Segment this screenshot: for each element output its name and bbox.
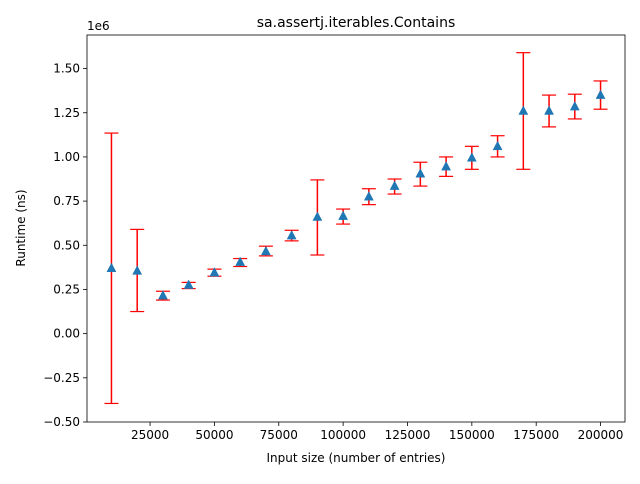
y-tick-label: 0.50 bbox=[53, 238, 80, 252]
data-point-marker bbox=[363, 191, 374, 201]
data-point-marker bbox=[312, 211, 323, 221]
x-axis-label: Input size (number of entries) bbox=[267, 451, 446, 465]
chart-title: sa.assertj.iterables.Contains bbox=[257, 15, 456, 31]
y-tick-label: −0.50 bbox=[43, 415, 80, 429]
x-tick-label: 100000 bbox=[320, 428, 366, 442]
data-point-marker bbox=[260, 245, 271, 256]
y-tick-label: 0.00 bbox=[53, 327, 80, 341]
y-tick-label: 1.25 bbox=[53, 106, 80, 120]
data-point-marker bbox=[466, 152, 477, 162]
plot-area-frame bbox=[86, 34, 626, 423]
y-axis-label: Runtime (ns) bbox=[14, 189, 28, 266]
x-tick-label: 175000 bbox=[513, 428, 559, 442]
data-point-marker bbox=[389, 180, 400, 190]
x-tick-label: 150000 bbox=[449, 428, 495, 442]
y-axis-ticks: −0.50 −0.25 0.00 0.25 0.50 0.75 1.00 1.25 1.50 bbox=[43, 62, 87, 429]
data-point-marker bbox=[518, 105, 529, 115]
data-point-marker bbox=[106, 262, 117, 273]
data-point-marker bbox=[569, 101, 580, 111]
data-point-marker bbox=[492, 140, 503, 151]
y-tick-label: 0.75 bbox=[53, 194, 80, 208]
chart-marks bbox=[104, 52, 608, 405]
data-point-marker bbox=[132, 265, 143, 275]
data-point-marker bbox=[595, 89, 606, 99]
y-tick-label: −0.25 bbox=[43, 371, 80, 385]
data-point-marker bbox=[183, 279, 194, 289]
data-point-marker bbox=[286, 230, 297, 240]
x-tick-label: 75000 bbox=[260, 428, 298, 442]
data-point-marker bbox=[544, 105, 554, 115]
y-axis-offset-label: 1e6 bbox=[87, 19, 110, 33]
x-tick-label: 50000 bbox=[195, 428, 233, 442]
y-tick-label: 1.50 bbox=[53, 62, 80, 76]
x-axis-ticks: 25000 50000 75000 100000 125000 150000 175000 2… bbox=[131, 422, 623, 442]
y-tick-label: 0.25 bbox=[53, 282, 80, 296]
data-point-marker bbox=[209, 267, 220, 277]
data-point-marker bbox=[441, 161, 452, 171]
x-tick-label: 125000 bbox=[385, 428, 431, 442]
x-tick-label: 25000 bbox=[131, 428, 169, 442]
data-point-marker bbox=[415, 168, 426, 178]
data-point-marker bbox=[338, 210, 349, 220]
data-point-marker bbox=[158, 290, 168, 300]
data-point-marker bbox=[235, 256, 246, 266]
x-tick-label: 200000 bbox=[578, 428, 624, 442]
y-tick-label: 1.00 bbox=[53, 150, 80, 164]
